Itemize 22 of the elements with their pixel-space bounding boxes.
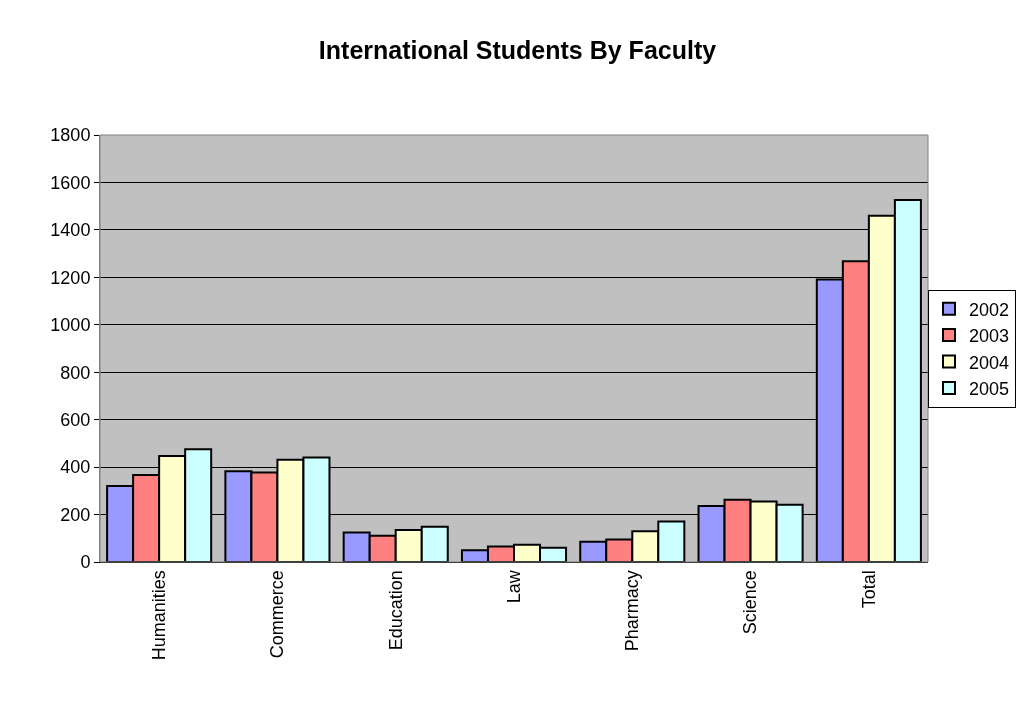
- y-tick-label: 1800: [50, 125, 91, 146]
- legend-label: 2003: [969, 326, 1010, 347]
- y-tick-label: 1200: [50, 267, 91, 288]
- y-tick-label: 600: [60, 409, 91, 430]
- y-tick-label: 200: [60, 504, 91, 525]
- y-tick-label: 1600: [50, 172, 91, 193]
- legend-label: 2005: [969, 378, 1010, 399]
- legend-label: 2002: [969, 299, 1010, 320]
- chart-title: International Students By Faculty: [318, 36, 717, 65]
- y-tick-label: 1000: [50, 315, 91, 336]
- x-tick-label: Humanities: [148, 570, 169, 661]
- x-tick-label: Education: [385, 570, 406, 651]
- y-tick-label: 0: [80, 552, 91, 573]
- x-tick-label: Pharmacy: [622, 570, 643, 652]
- x-tick-label: Law: [503, 569, 524, 604]
- y-tick-label: 800: [60, 362, 91, 383]
- x-tick-label: Science: [740, 570, 761, 635]
- y-tick-label: 1400: [50, 220, 91, 241]
- x-tick-label: Total: [858, 570, 879, 609]
- legend-label: 2004: [969, 352, 1010, 373]
- x-tick-label: Commerce: [267, 570, 288, 659]
- y-tick-label: 400: [60, 457, 91, 478]
